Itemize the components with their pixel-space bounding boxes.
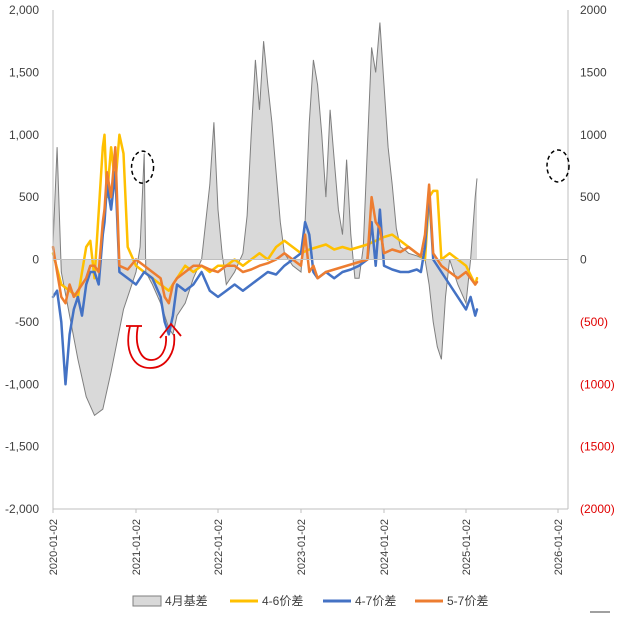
legend-label: 5-7价差 bbox=[447, 594, 488, 608]
right-tick-label: (1500) bbox=[580, 440, 615, 454]
dashed-ellipse-marker bbox=[130, 150, 155, 184]
right-tick-label: (500) bbox=[580, 315, 608, 329]
right-tick-label: 2000 bbox=[580, 3, 607, 17]
dashed-ellipse-marker bbox=[546, 149, 570, 183]
x-tick-label: 2026-01-02 bbox=[553, 519, 565, 575]
legend: 4月基差 4-6价差 4-7价差 5-7价差 bbox=[132, 594, 610, 613]
axes: 2,000 1,500 1,000 500 0 -500 -1,000 -1,500 -2,00… bbox=[5, 3, 615, 575]
right-tick-label: 1500 bbox=[580, 65, 607, 79]
legend-label: 4月基差 bbox=[165, 594, 208, 608]
left-tick-label: 0 bbox=[32, 253, 39, 267]
right-tick-label: (2000) bbox=[580, 502, 615, 516]
x-tick-label: 2020-01-02 bbox=[48, 519, 60, 575]
x-tick-label: 2025-01-02 bbox=[461, 519, 473, 575]
right-tick-label: (1000) bbox=[580, 377, 615, 391]
plot-area bbox=[51, 22, 479, 417]
x-tick-label: 2022-01-02 bbox=[213, 519, 225, 575]
right-tick-label: 1000 bbox=[580, 128, 607, 142]
left-tick-label: 1,500 bbox=[9, 65, 39, 79]
left-tick-label: -1,000 bbox=[5, 377, 39, 391]
series-line-3 bbox=[51, 145, 479, 305]
x-tick-label: 2024-01-02 bbox=[379, 519, 391, 575]
right-tick-label: 0 bbox=[580, 253, 587, 267]
right-tick-label: 500 bbox=[580, 190, 600, 204]
u-turn-arrow bbox=[126, 322, 182, 369]
u-turn-arrow-head bbox=[159, 322, 182, 339]
u-turn-arrow-outer bbox=[127, 325, 176, 369]
x-tick-label: 2023-01-02 bbox=[296, 519, 308, 575]
legend-label: 4-7价差 bbox=[355, 594, 396, 608]
left-tick-label: -500 bbox=[15, 315, 39, 329]
x-tick-label: 2021-01-02 bbox=[131, 519, 143, 575]
series-area-fill bbox=[53, 22, 477, 416]
left-tick-label: 500 bbox=[19, 190, 39, 204]
legend-label: 4-6价差 bbox=[262, 594, 303, 608]
left-tick-label: 2,000 bbox=[9, 3, 39, 17]
left-tick-label: -1,500 bbox=[5, 440, 39, 454]
u-turn-arrow-inner bbox=[136, 325, 167, 361]
left-tick-label: -2,000 bbox=[5, 502, 39, 516]
legend-swatch bbox=[132, 595, 162, 607]
left-tick-label: 1,000 bbox=[9, 128, 39, 142]
annotations bbox=[126, 149, 570, 369]
